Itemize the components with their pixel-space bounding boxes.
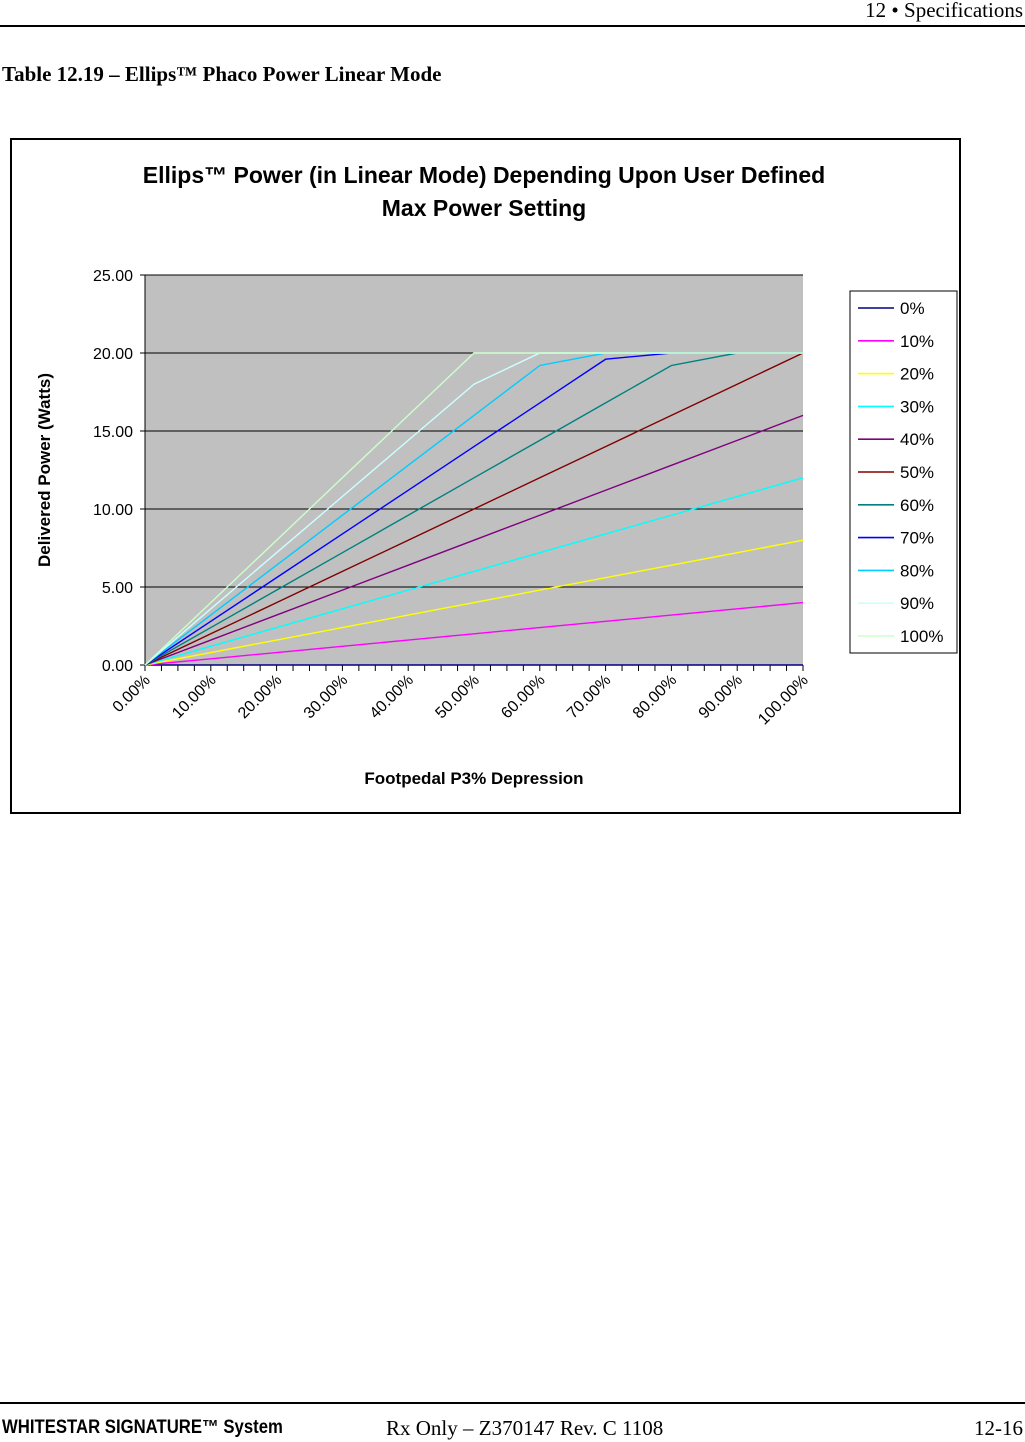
- x-tick-label: 10.00%: [169, 672, 219, 722]
- legend-label: 40%: [900, 430, 934, 449]
- footer-rule: [0, 1402, 1025, 1404]
- legend-label: 50%: [900, 463, 934, 482]
- legend-label: 70%: [900, 529, 934, 548]
- y-tick-label: 25.00: [93, 268, 133, 285]
- y-tick-label: 5.00: [102, 580, 133, 597]
- x-axis-title: Footpedal P3% Depression: [364, 769, 583, 788]
- legend-label: 0%: [900, 299, 925, 318]
- line-chart: Ellips™ Power (in Linear Mode) Depending…: [35, 162, 958, 788]
- page-header: 12 • Specifications: [865, 0, 1023, 22]
- x-tick-labels: 0.00% 10.00% 20.00% 30.00% 40.00% 50.00% 60.00…: [110, 672, 812, 729]
- chart-title-line-2: Max Power Setting: [382, 195, 586, 221]
- x-tick-label: 100.00%: [755, 672, 812, 729]
- footer-page-number: 12-16: [974, 1416, 1023, 1440]
- legend-label: 30%: [900, 397, 934, 416]
- x-tick-label: 0.00%: [110, 672, 154, 716]
- footer-doc-info: Rx Only – Z370147 Rev. C 1108: [386, 1416, 664, 1440]
- series-line-100pct: [144, 352, 803, 666]
- x-tick-label: 70.00%: [564, 672, 614, 722]
- legend-label: 80%: [900, 561, 934, 580]
- legend-label: 100%: [900, 627, 943, 646]
- series-line-60pct: [144, 352, 803, 666]
- x-tick-label: 30.00%: [301, 672, 351, 722]
- legend: 0% 10% 20% 30% 40% 50% 60% 70% 80% 90% 100%: [858, 299, 943, 646]
- series-line-30pct: [144, 477, 804, 666]
- x-tick-label: 50.00%: [432, 672, 482, 722]
- legend-label: 10%: [900, 332, 934, 351]
- x-tick-label: 80.00%: [630, 672, 680, 722]
- x-tick-label: 60.00%: [498, 672, 548, 722]
- y-tick-label: 10.00: [93, 502, 133, 519]
- y-tick-label: 15.00: [93, 424, 133, 441]
- plot-area: [145, 275, 803, 665]
- y-tick-label: 20.00: [93, 346, 133, 363]
- series-line-20pct: [144, 539, 804, 666]
- legend-label: 20%: [900, 365, 934, 384]
- x-tick-label: 40.00%: [367, 672, 417, 722]
- chart-title-line-1: Ellips™ Power (in Linear Mode) Depending…: [143, 162, 825, 188]
- legend-label: 90%: [900, 594, 934, 613]
- legend-label: 60%: [900, 496, 934, 515]
- series-lines: [144, 352, 804, 666]
- x-tick-label: 90.00%: [696, 672, 746, 722]
- series-line-50pct: [144, 352, 804, 666]
- x-tick-label: 20.00%: [235, 672, 285, 722]
- y-tick-label: 0.00: [102, 658, 133, 675]
- y-axis-title: Delivered Power (Watts): [35, 373, 54, 567]
- series-line-40pct: [144, 414, 804, 666]
- footer-product-name: WHITESTAR SIGNATURE™ System: [2, 1417, 283, 1438]
- table-title: Table 12.19 – Ellips™ Phaco Power Linear…: [2, 62, 442, 86]
- series-line-10pct: [144, 601, 804, 666]
- chart-container: Ellips™ Power (in Linear Mode) Depending…: [10, 138, 961, 814]
- y-tick-labels: 0.00 5.00 10.00 15.00 20.00 25.00: [93, 268, 133, 675]
- header-rule: [0, 25, 1025, 27]
